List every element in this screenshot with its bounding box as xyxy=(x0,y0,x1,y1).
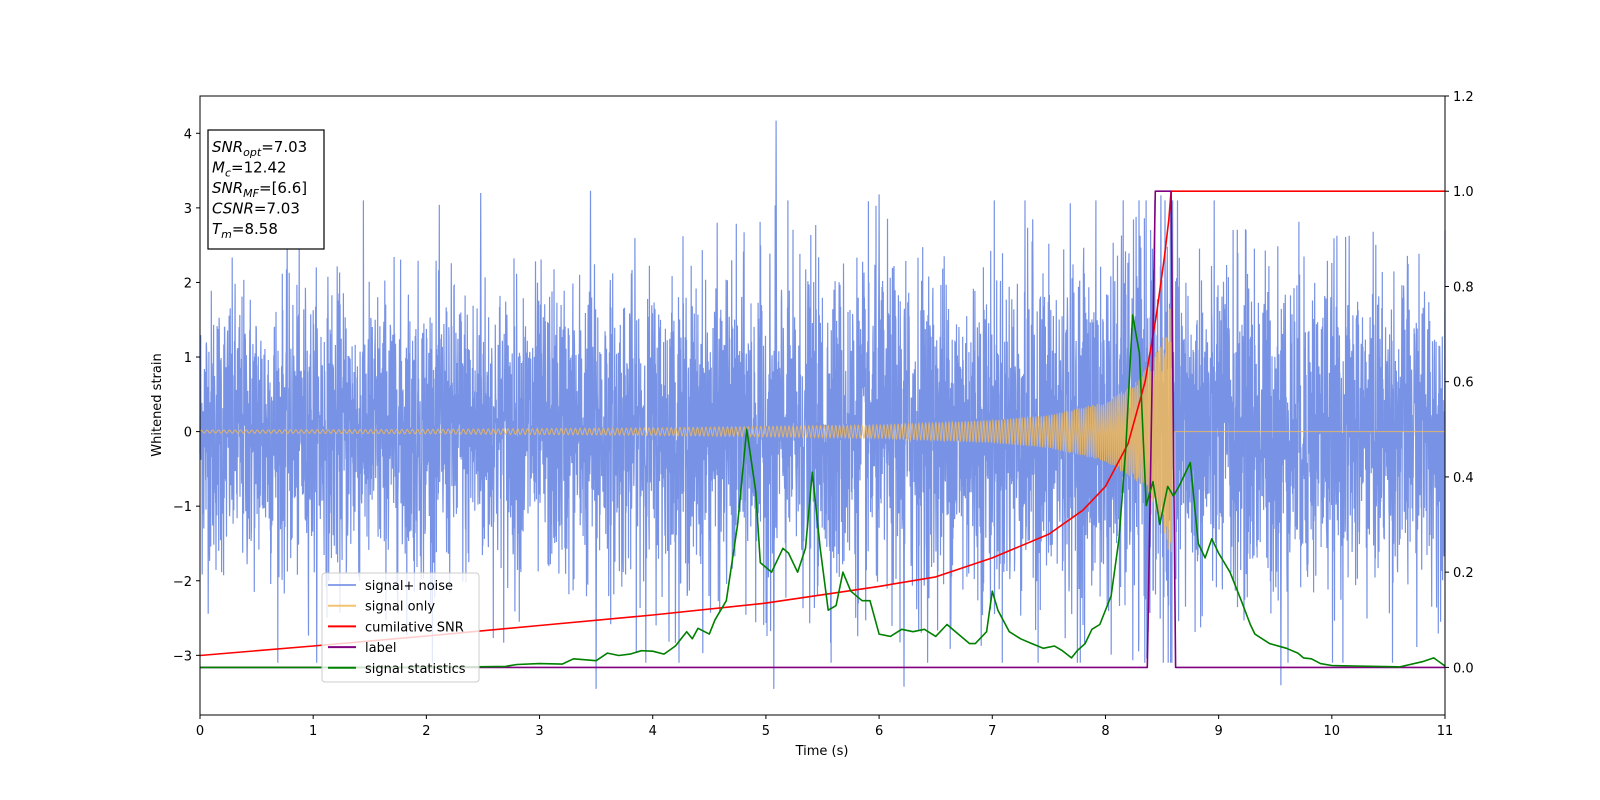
y-axis-left: −3 −2 −1 0 1 2 3 4 xyxy=(173,127,200,664)
legend-label: signal only xyxy=(365,600,435,615)
series-signal-only xyxy=(199,308,1445,553)
series-cumilative-snr xyxy=(199,190,1445,657)
annotation-box: SNRopt=7.03Mc=12.42SNRMF=[6.6]CSNR=7.03T… xyxy=(207,129,325,250)
legend-label: label xyxy=(365,641,396,656)
y-axis-label: Whitened strain xyxy=(150,353,165,456)
x-tick-label: 11 xyxy=(1437,724,1454,739)
annotation-line: SNRMF=[6.6] xyxy=(212,179,307,200)
annotation-symbol: SNR xyxy=(212,138,243,156)
legend-frame xyxy=(321,572,480,683)
y2-tick-label: 1.0 xyxy=(1453,185,1474,200)
axes-frame xyxy=(199,95,1446,716)
x-tick-label: 6 xyxy=(875,724,883,739)
annotation-frame xyxy=(207,129,325,250)
annotation-value: =7.03 xyxy=(254,200,300,218)
y-tick-label: −2 xyxy=(173,575,192,590)
annotation-value: =12.42 xyxy=(231,159,287,177)
y2-tick-label: 0.4 xyxy=(1453,471,1474,486)
y2-tick-label: 0.0 xyxy=(1453,661,1474,676)
annotation-subscript: MF xyxy=(243,187,259,200)
y-tick-label: 4 xyxy=(184,127,192,142)
y-tick-label: 0 xyxy=(184,426,192,441)
annotation-value: =8.58 xyxy=(232,220,278,238)
annotation-subscript: m xyxy=(221,228,232,241)
x-axis: 0 1 2 3 4 5 6 7 8 9 10 11 xyxy=(196,715,1453,739)
annotation-line: Tm=8.58 xyxy=(212,220,278,241)
x-tick-label: 5 xyxy=(762,724,770,739)
annotation-subscript: opt xyxy=(243,146,262,159)
annotation-value: =7.03 xyxy=(261,138,307,156)
annotation-symbol: M xyxy=(212,159,225,177)
x-tick-label: 1 xyxy=(309,724,317,739)
x-axis-label: Time (s) xyxy=(795,744,849,759)
y2-tick-label: 0.8 xyxy=(1453,280,1474,295)
x-tick-label: 8 xyxy=(1101,724,1109,739)
y2-tick-label: 1.2 xyxy=(1453,90,1474,105)
y-tick-label: 3 xyxy=(184,202,192,217)
y-axis-right: 0.0 0.2 0.4 0.6 0.8 1.0 1.2 xyxy=(1445,90,1474,676)
x-tick-label: 0 xyxy=(196,724,204,739)
x-tick-label: 4 xyxy=(649,724,657,739)
annotation-value: =[6.6] xyxy=(259,179,307,197)
x-tick-label: 3 xyxy=(535,724,543,739)
annotation-line: SNRopt=7.03 xyxy=(212,138,307,159)
x-tick-label: 2 xyxy=(422,724,430,739)
series-signal-noise xyxy=(199,120,1446,689)
y-tick-label: −3 xyxy=(173,649,192,664)
annotation-line: CSNR=7.03 xyxy=(212,200,300,218)
legend-label: signal statistics xyxy=(365,662,466,677)
legend-label: signal+ noise xyxy=(365,579,453,594)
y-tick-label: 2 xyxy=(184,276,192,291)
series-label xyxy=(200,190,1445,669)
annotation-symbol: SNR xyxy=(212,179,243,197)
annotation-line: Mc=12.42 xyxy=(212,159,287,180)
y-tick-label: 1 xyxy=(184,351,192,366)
legend-label: cumilative SNR xyxy=(365,620,464,635)
annotation-symbol: T xyxy=(212,220,223,238)
y2-tick-label: 0.6 xyxy=(1453,376,1474,391)
y-tick-label: −1 xyxy=(173,500,192,515)
x-tick-label: 7 xyxy=(988,724,996,739)
annotation-symbol: CSNR xyxy=(212,200,254,218)
x-tick-label: 9 xyxy=(1214,724,1222,739)
legend: signal+ noise signal only cumilative SNR la… xyxy=(321,572,480,683)
plot-area xyxy=(199,120,1446,689)
y2-tick-label: 0.2 xyxy=(1453,566,1474,581)
series-signal-statistics xyxy=(200,314,1446,669)
annotation-subscript: c xyxy=(225,167,231,180)
x-tick-label: 10 xyxy=(1324,724,1341,739)
